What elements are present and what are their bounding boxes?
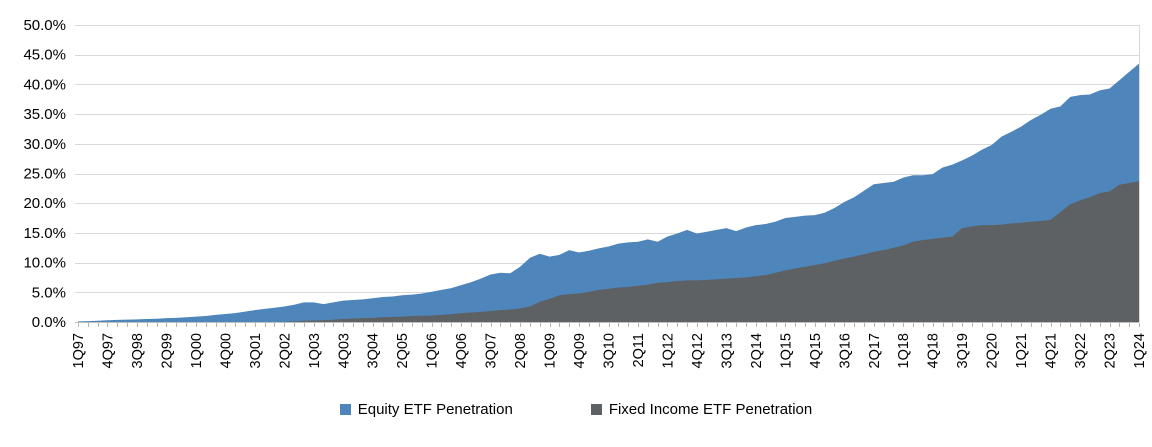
- svg-text:3Q13: 3Q13: [719, 333, 735, 368]
- area-fixed-income: [78, 181, 1139, 322]
- svg-text:3Q22: 3Q22: [1073, 333, 1089, 368]
- svg-text:1Q03: 1Q03: [307, 333, 323, 368]
- svg-text:2Q17: 2Q17: [867, 333, 883, 368]
- svg-text:30.0%: 30.0%: [23, 136, 66, 153]
- svg-text:40.0%: 40.0%: [23, 76, 66, 93]
- legend-label-fixed-income: Fixed Income ETF Penetration: [608, 401, 813, 418]
- svg-text:4Q06: 4Q06: [454, 333, 470, 368]
- chart-legend: Equity ETF Penetration Fixed Income ETF …: [0, 401, 1152, 418]
- svg-text:3Q01: 3Q01: [248, 333, 264, 368]
- svg-text:15.0%: 15.0%: [23, 225, 66, 242]
- svg-text:4Q00: 4Q00: [218, 333, 234, 368]
- svg-text:2Q14: 2Q14: [749, 333, 765, 368]
- svg-text:3Q19: 3Q19: [955, 333, 971, 368]
- svg-text:4Q15: 4Q15: [808, 333, 824, 368]
- svg-text:4Q12: 4Q12: [690, 333, 706, 368]
- svg-text:1Q06: 1Q06: [425, 333, 441, 368]
- svg-text:4Q18: 4Q18: [926, 333, 942, 368]
- svg-text:1Q09: 1Q09: [543, 333, 559, 368]
- svg-text:4Q09: 4Q09: [572, 333, 588, 368]
- svg-text:3Q16: 3Q16: [837, 333, 853, 368]
- x-axis-labels: 1Q97 4Q97 3Q98 2Q99 1Q00 4Q00 3Q01 2Q02 1Q03 4Q03…: [71, 333, 1148, 368]
- svg-text:1Q00: 1Q00: [189, 333, 205, 368]
- svg-text:1Q97: 1Q97: [71, 333, 87, 368]
- svg-text:1Q15: 1Q15: [778, 333, 794, 368]
- svg-text:2Q02: 2Q02: [277, 333, 293, 368]
- legend-item-equity: Equity ETF Penetration: [339, 401, 513, 418]
- svg-text:2Q05: 2Q05: [395, 333, 411, 368]
- svg-text:25.0%: 25.0%: [23, 166, 66, 183]
- svg-text:4Q03: 4Q03: [336, 333, 352, 368]
- svg-text:2Q23: 2Q23: [1103, 333, 1119, 368]
- legend-swatch-fixed-income-icon: [590, 404, 602, 415]
- svg-text:10.0%: 10.0%: [23, 255, 66, 272]
- y-axis-labels: 0.0% 5.0% 10.0% 15.0% 20.0% 25.0% 30.0% 35.0% 40…: [23, 17, 66, 331]
- svg-text:2Q99: 2Q99: [159, 333, 175, 368]
- svg-text:1Q21: 1Q21: [1014, 333, 1030, 368]
- chart-plot-area: 0.0% 5.0% 10.0% 15.0% 20.0% 25.0% 30.0% 35.0% 40…: [23, 17, 1148, 368]
- legend-item-fixed-income: Fixed Income ETF Penetration: [590, 401, 813, 418]
- svg-text:5.0%: 5.0%: [32, 284, 66, 301]
- svg-text:2Q08: 2Q08: [513, 333, 529, 368]
- svg-text:3Q98: 3Q98: [130, 333, 146, 368]
- svg-text:1Q24: 1Q24: [1132, 333, 1148, 368]
- svg-text:2Q20: 2Q20: [985, 333, 1001, 368]
- svg-text:3Q04: 3Q04: [366, 333, 382, 368]
- svg-text:0.0%: 0.0%: [32, 314, 66, 331]
- svg-text:20.0%: 20.0%: [23, 195, 66, 212]
- svg-text:1Q12: 1Q12: [660, 333, 676, 368]
- svg-text:45.0%: 45.0%: [23, 47, 66, 64]
- svg-text:2Q11: 2Q11: [631, 333, 647, 367]
- legend-swatch-equity-icon: [339, 404, 351, 415]
- x-axis-ticks: [78, 323, 1140, 327]
- svg-text:4Q97: 4Q97: [100, 333, 116, 368]
- gridlines: [75, 25, 1140, 323]
- svg-text:1Q18: 1Q18: [896, 333, 912, 368]
- area-series: [78, 63, 1139, 323]
- svg-text:3Q10: 3Q10: [602, 333, 618, 368]
- svg-text:50.0%: 50.0%: [23, 17, 66, 34]
- svg-text:4Q21: 4Q21: [1044, 333, 1060, 368]
- legend-label-equity: Equity ETF Penetration: [357, 401, 513, 418]
- svg-text:35.0%: 35.0%: [23, 106, 66, 123]
- svg-text:3Q07: 3Q07: [484, 333, 500, 368]
